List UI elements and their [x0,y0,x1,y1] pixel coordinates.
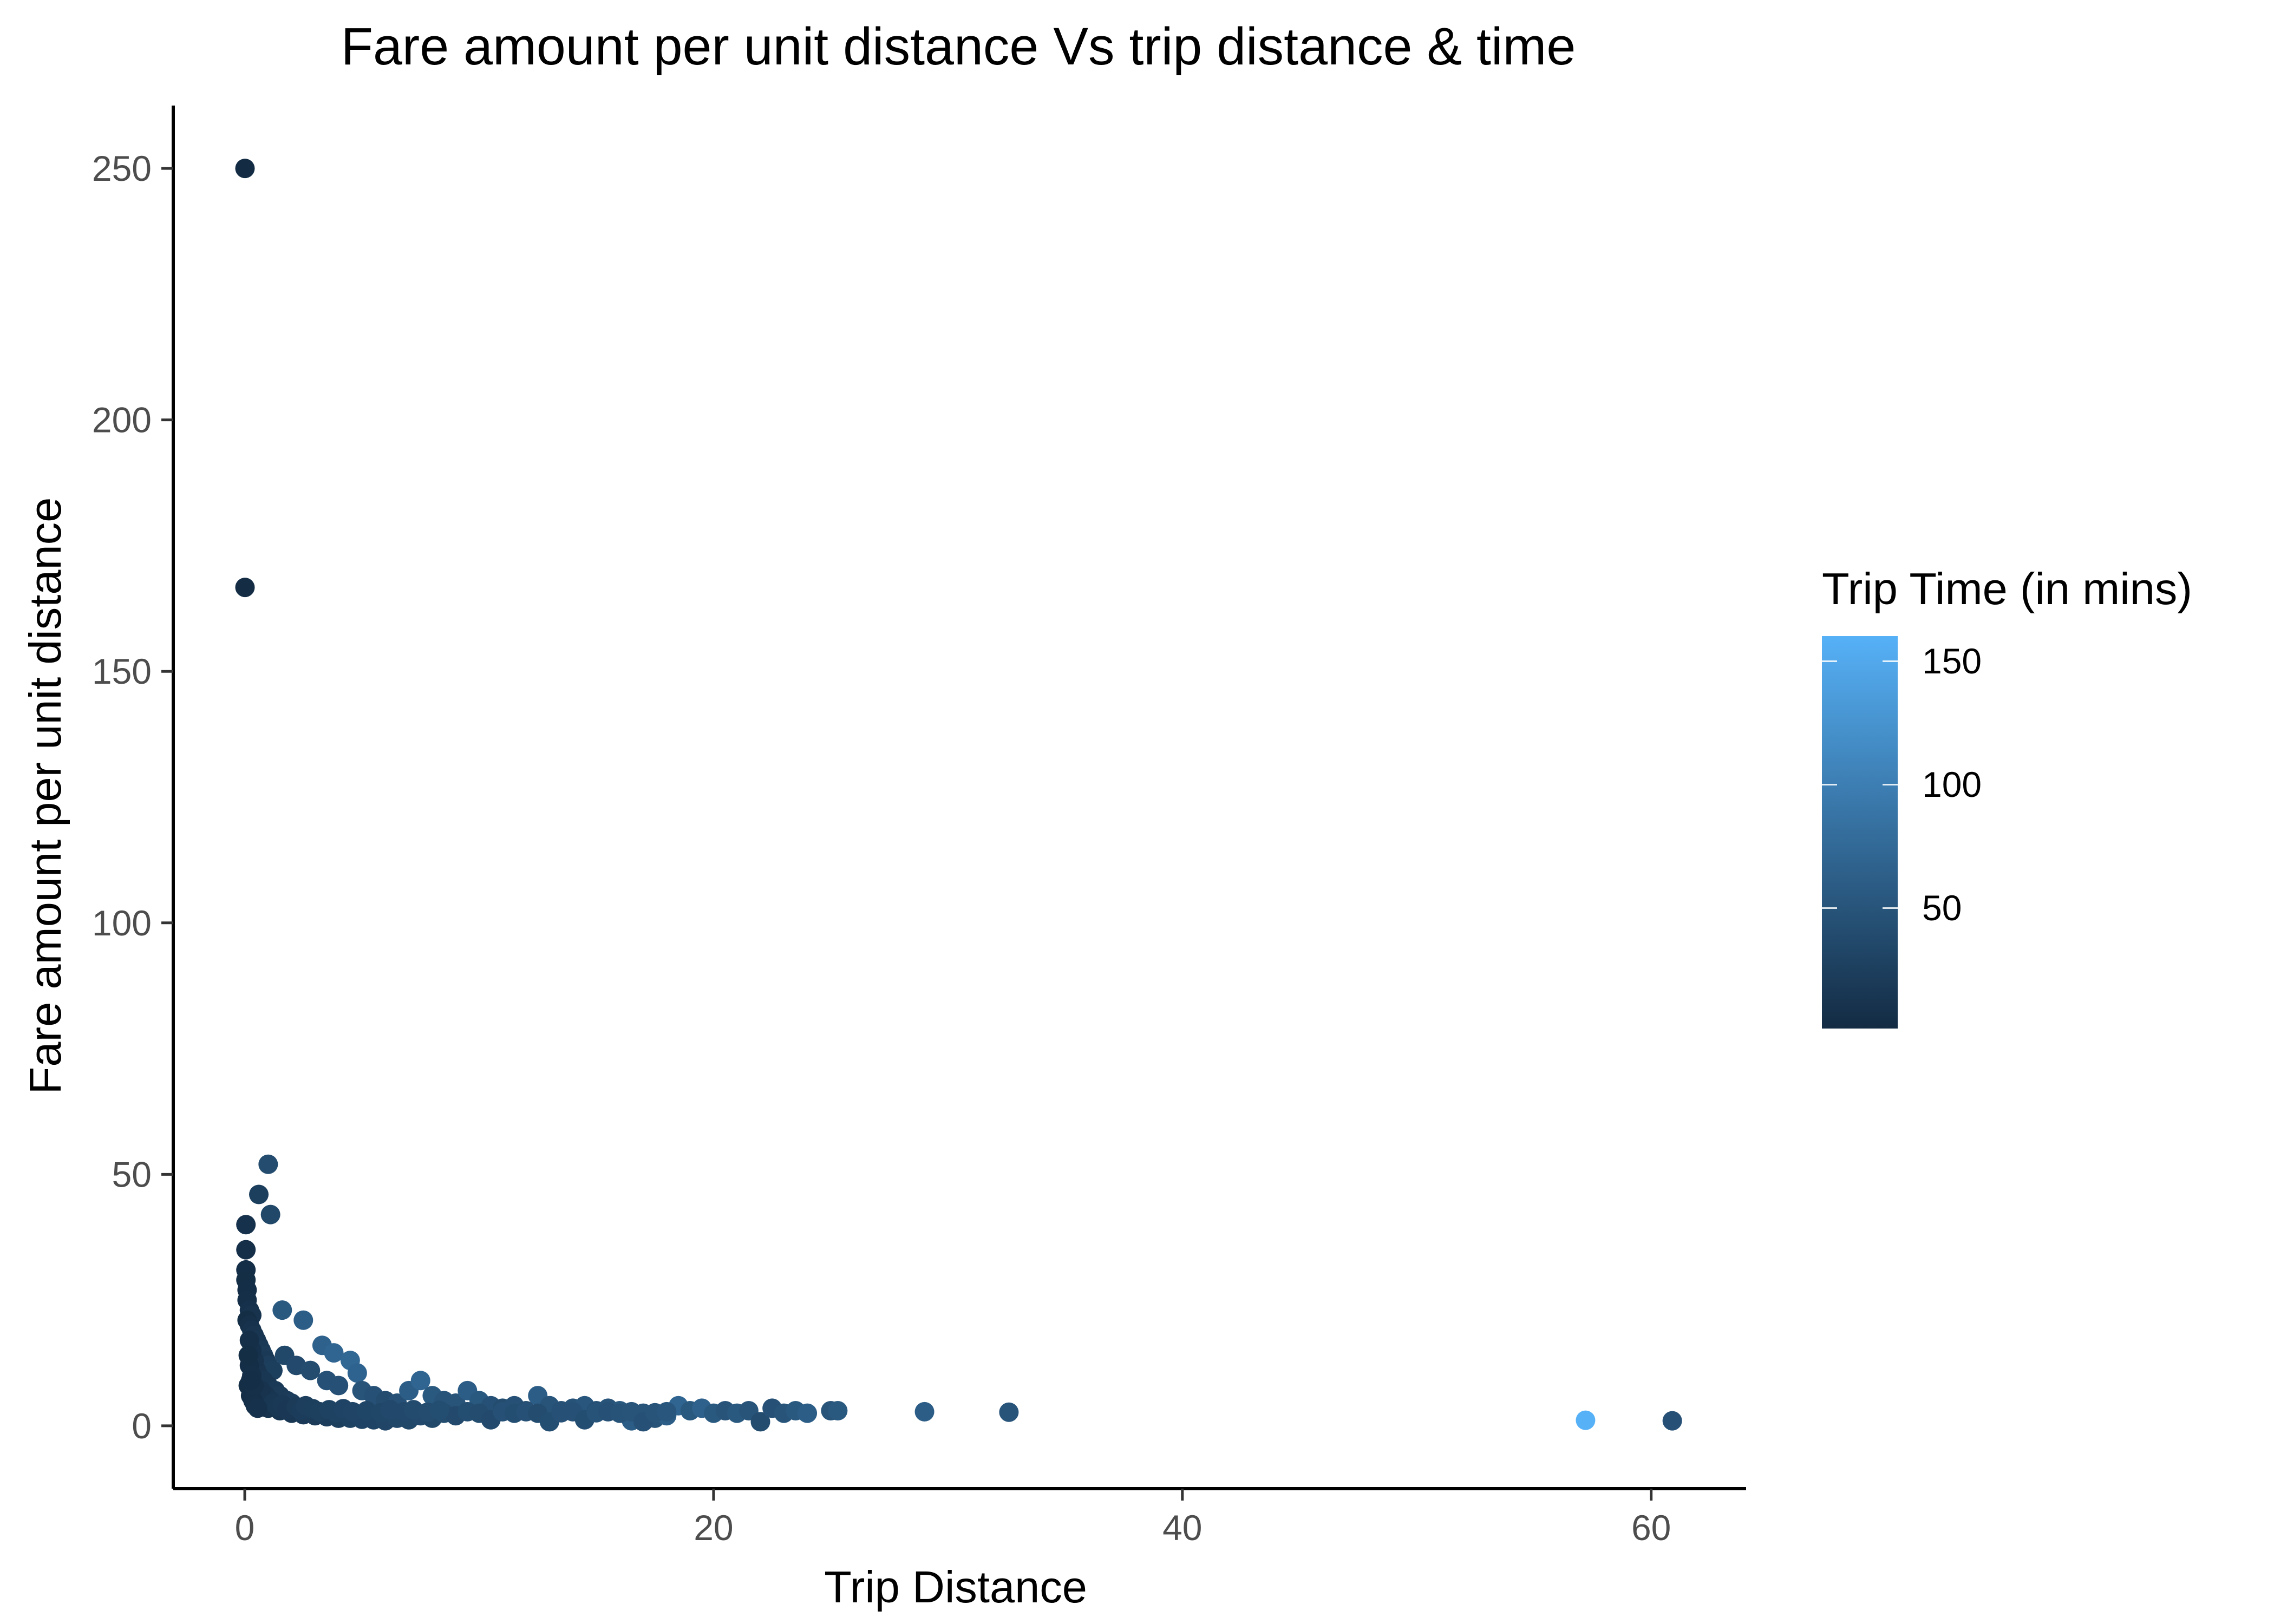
data-point [236,1215,256,1235]
y-tick-label: 0 [132,1406,152,1446]
data-point [410,1371,430,1391]
data-point [347,1363,367,1383]
data-point [238,1345,258,1365]
chart-title: Fare amount per unit distance Vs trip di… [341,17,1576,76]
data-point [750,1412,770,1432]
y-tick-label: 200 [92,400,152,440]
data-point [324,1343,344,1363]
x-tick-label: 0 [235,1508,255,1548]
data-point [239,1330,259,1350]
data-point [247,1398,267,1418]
axes [172,106,1746,1490]
colorbar-tick-label: 150 [1922,640,1982,681]
data-point [999,1402,1019,1422]
y-axis-label: Fare amount per unit distance [20,497,70,1095]
data-point [260,1204,280,1224]
data-point [343,1402,363,1422]
data-point [1662,1411,1682,1431]
data-point [293,1310,313,1330]
y-tick-label: 150 [92,651,152,691]
data-point [914,1402,935,1422]
legend-title: Trip Time (in mins) [1822,564,2193,614]
data-point [429,1400,449,1420]
colorbar [1822,636,1898,1029]
x-tick-label: 20 [694,1508,733,1548]
data-point [329,1376,349,1396]
data-point [235,578,255,598]
data-point [240,1371,260,1391]
colorbar-tick-label: 50 [1922,887,1962,928]
colorbar-tick-label: 100 [1922,764,1982,804]
data-point [272,1300,292,1320]
y-tick-label: 50 [112,1154,152,1194]
data-point [798,1403,818,1423]
data-point [657,1402,677,1422]
data-points [235,159,1682,1432]
data-point [249,1184,269,1204]
x-axis-label: Trip Distance [824,1562,1087,1612]
y-tick-label: 100 [92,903,152,943]
x-tick-label: 40 [1162,1508,1202,1548]
tick-labels: 0 50 100 150 200 250 0 20 40 60 [92,148,1671,1548]
y-tick-label: 250 [92,148,152,188]
data-point [258,1154,278,1174]
data-point [1576,1410,1596,1430]
data-point [236,1240,256,1260]
data-point [235,159,255,179]
scatter-plot: 0 50 100 150 200 250 0 20 40 60 Trip Distance Far… [20,106,1746,1612]
data-point [300,1360,321,1380]
x-tick-label: 60 [1631,1508,1671,1548]
data-point [828,1400,848,1420]
